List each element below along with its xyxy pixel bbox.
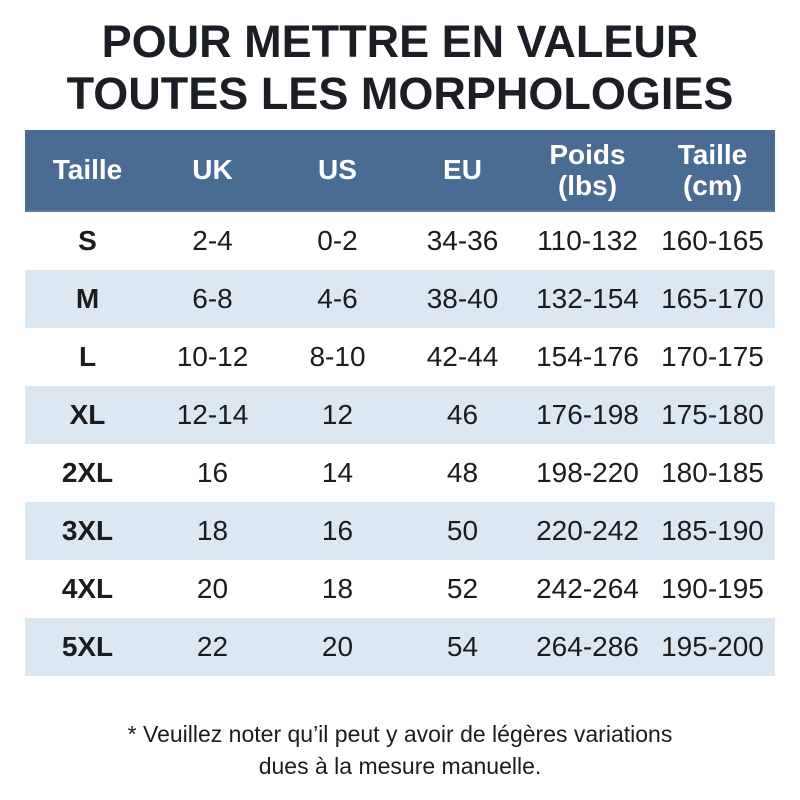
table-cell: 175-180 bbox=[661, 399, 764, 430]
table-cell: 176-198 bbox=[536, 399, 639, 430]
table-row: XL 12-14 12 46 176-198 175-180 bbox=[25, 386, 775, 444]
table-cell: 4-6 bbox=[317, 283, 358, 314]
column-header-us: US bbox=[275, 130, 400, 212]
column-header-taille-cm: Taille (cm) bbox=[650, 130, 775, 212]
table-cell-size: 4XL bbox=[61, 573, 114, 604]
table-cell: 220-242 bbox=[536, 515, 639, 546]
table-row: M 6-8 4-6 38-40 132-154 165-170 bbox=[25, 270, 775, 328]
table-cell-size: L bbox=[78, 341, 97, 372]
table-cell: 190-195 bbox=[661, 573, 764, 604]
column-header-eu: EU bbox=[400, 130, 525, 212]
table-row: 2XL 16 14 48 198-220 180-185 bbox=[25, 444, 775, 502]
column-header-taille: Taille bbox=[25, 130, 150, 212]
page-title-line-1: POUR METTRE EN VALEUR bbox=[101, 16, 699, 67]
column-header-poids-lbs: Poids (lbs) bbox=[525, 130, 650, 212]
table-cell: 38-40 bbox=[426, 283, 499, 314]
table-cell: 16 bbox=[321, 515, 354, 546]
table-cell: 54 bbox=[446, 631, 479, 662]
footnote: * Veuillez noter qu’il peut y avoir de l… bbox=[0, 718, 800, 782]
table-cell: 160-165 bbox=[661, 225, 764, 256]
table-cell: 46 bbox=[446, 399, 479, 430]
table-cell: 20 bbox=[196, 573, 229, 604]
table-cell: 242-264 bbox=[536, 573, 639, 604]
table-cell: 110-132 bbox=[537, 225, 638, 256]
footnote-line-2: dues à la mesure manuelle. bbox=[258, 753, 542, 779]
table-cell: 34-36 bbox=[426, 225, 499, 256]
table-row: 3XL 18 16 50 220-242 185-190 bbox=[25, 502, 775, 560]
table-cell: 18 bbox=[321, 573, 354, 604]
page-title: POUR METTRE EN VALEUR TOUTES LES MORPHOL… bbox=[0, 0, 800, 120]
table-cell: 48 bbox=[446, 457, 479, 488]
table-cell: 14 bbox=[321, 457, 354, 488]
table-cell: 18 bbox=[196, 515, 229, 546]
table-cell: 132-154 bbox=[536, 283, 639, 314]
table-cell: 52 bbox=[446, 573, 479, 604]
table-cell: 0-2 bbox=[317, 225, 358, 256]
table-row: L 10-12 8-10 42-44 154-176 170-175 bbox=[25, 328, 775, 386]
table-cell: 20 bbox=[321, 631, 354, 662]
table-cell: 170-175 bbox=[661, 341, 764, 372]
table-cell: 195-200 bbox=[661, 631, 764, 662]
table-cell: 154-176 bbox=[536, 341, 639, 372]
table-cell: 198-220 bbox=[536, 457, 639, 488]
table-cell: 185-190 bbox=[661, 515, 764, 546]
table-cell: 42-44 bbox=[426, 341, 499, 372]
column-header-uk: UK bbox=[150, 130, 275, 212]
table-cell-size: 5XL bbox=[61, 631, 114, 662]
table-cell: 8-10 bbox=[309, 341, 366, 372]
table-cell: 264-286 bbox=[536, 631, 639, 662]
table-cell: 2-4 bbox=[192, 225, 233, 256]
table-cell-size: 3XL bbox=[61, 515, 114, 546]
page-title-line-2: TOUTES LES MORPHOLOGIES bbox=[66, 68, 734, 119]
table-cell: 165-170 bbox=[661, 283, 764, 314]
table-cell: 22 bbox=[196, 631, 229, 662]
table-cell: 50 bbox=[446, 515, 479, 546]
table-row: S 2-4 0-2 34-36 110-132 160-165 bbox=[25, 212, 775, 270]
table-cell-size: M bbox=[75, 283, 100, 314]
table-cell: 12 bbox=[321, 399, 354, 430]
table-cell-size: S bbox=[78, 225, 97, 256]
table-cell: 180-185 bbox=[661, 457, 764, 488]
table-cell-size: 2XL bbox=[61, 457, 114, 488]
table-cell: 16 bbox=[196, 457, 229, 488]
table-cell: 10-12 bbox=[176, 341, 249, 372]
table-row: 5XL 22 20 54 264-286 195-200 bbox=[25, 618, 775, 676]
size-chart-table: Taille UK US EU Poids (lbs) Taille (cm) … bbox=[25, 130, 775, 676]
table-header-row: Taille UK US EU Poids (lbs) Taille (cm) bbox=[25, 130, 775, 212]
footnote-line-1: * Veuillez noter qu’il peut y avoir de l… bbox=[127, 721, 673, 747]
table-row: 4XL 20 18 52 242-264 190-195 bbox=[25, 560, 775, 618]
table-cell: 6-8 bbox=[192, 283, 233, 314]
table-cell: 12-14 bbox=[176, 399, 249, 430]
table-cell-size: XL bbox=[69, 399, 106, 430]
